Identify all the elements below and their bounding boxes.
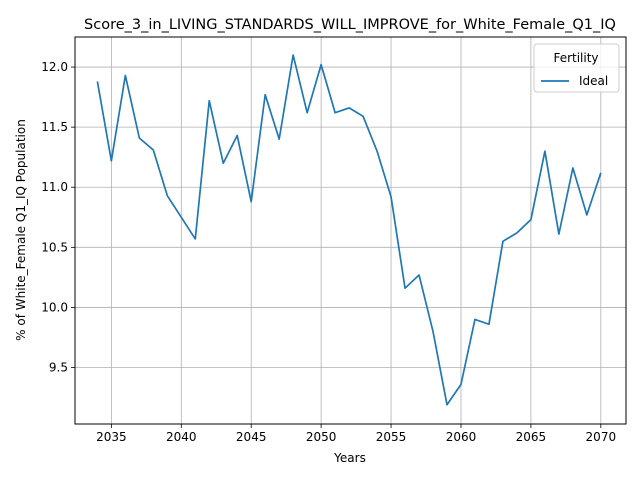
y-tick-label: 12.0 xyxy=(41,60,68,74)
x-tick-label: 2040 xyxy=(166,430,197,444)
y-tick-label: 10.5 xyxy=(41,240,68,254)
x-tick-label: 2065 xyxy=(516,430,547,444)
x-tick-label: 2035 xyxy=(96,430,127,444)
legend-title: Fertility xyxy=(553,51,598,65)
series-lines xyxy=(96,54,602,406)
x-axis-label: Years xyxy=(333,451,366,465)
legend: Fertility Ideal xyxy=(533,43,620,93)
legend-box xyxy=(533,43,620,93)
x-tick-label: 2055 xyxy=(376,430,407,444)
legend-label-ideal: Ideal xyxy=(579,74,608,88)
y-tick-label: 10.0 xyxy=(41,300,68,314)
y-tick-label: 9.5 xyxy=(49,361,68,375)
y-axis-label: % of White_Female Q1_IQ Population xyxy=(14,119,28,341)
plot-frame xyxy=(74,36,627,425)
y-tick-label: 11.5 xyxy=(41,120,68,134)
x-tick-label: 2060 xyxy=(446,430,477,444)
y-tick-label: 11.0 xyxy=(41,180,68,194)
x-tick-label: 2070 xyxy=(586,430,617,444)
chart-title: Score_3_in_LIVING_STANDARDS_WILL_IMPROVE… xyxy=(84,17,616,33)
series-line-ideal xyxy=(96,54,602,406)
x-tick-label: 2050 xyxy=(306,430,337,444)
y-axis: 9.5 10.0 10.5 11.0 11.5 12.0 xyxy=(41,60,75,375)
x-tick-label: 2045 xyxy=(236,430,267,444)
grid xyxy=(75,37,626,424)
x-axis: 2035 2040 2045 2050 2055 2060 2065 2070 xyxy=(96,424,616,444)
